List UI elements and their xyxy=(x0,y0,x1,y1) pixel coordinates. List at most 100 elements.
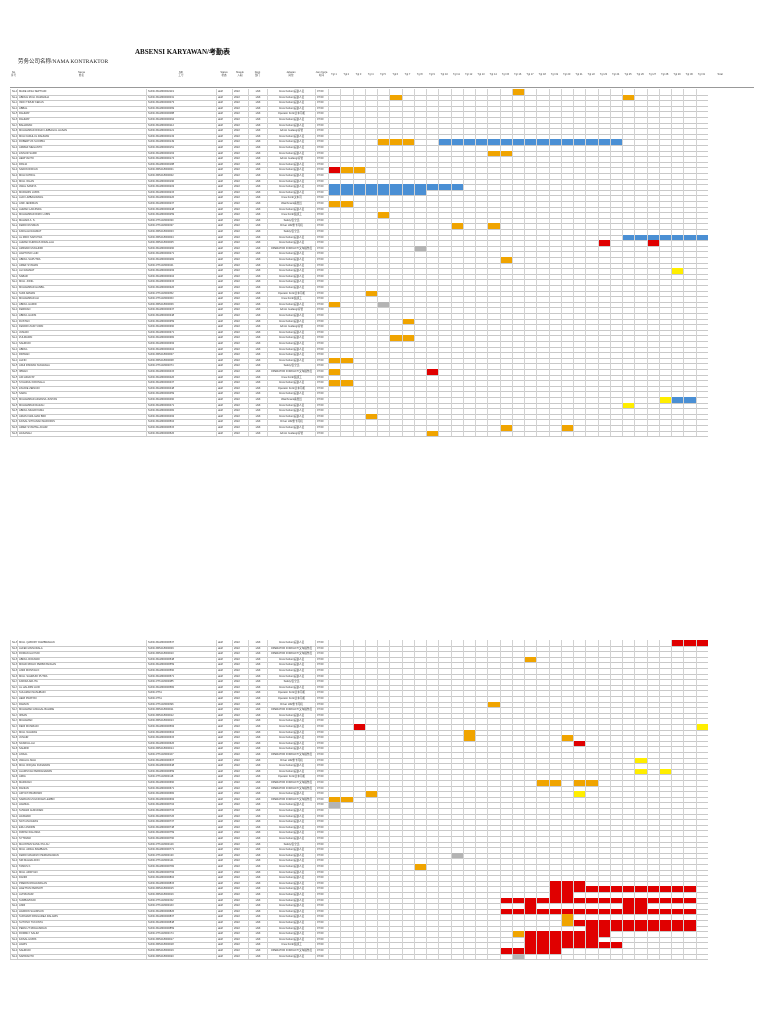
day-cell xyxy=(426,195,439,201)
day-cell xyxy=(683,145,696,151)
day-cell xyxy=(450,201,464,207)
day-cell xyxy=(389,206,402,213)
day-cell xyxy=(352,206,366,213)
day-cell xyxy=(328,122,341,129)
employee-name: ABBAL xyxy=(17,105,146,112)
join-year-cell: 2022 xyxy=(232,150,248,157)
table-header: No 序号 Nama 姓名 NIK 工号 Status 状态 Masuk 入职 Dept … xyxy=(10,69,754,88)
day-cells xyxy=(328,156,708,162)
day-cell xyxy=(340,178,353,185)
header-day: Tgl 28 xyxy=(661,73,669,76)
shift-cell: shift xyxy=(248,117,267,123)
day-cell xyxy=(658,430,672,437)
day-cell xyxy=(389,117,402,123)
day-cell xyxy=(560,122,574,129)
day-cell xyxy=(462,184,476,190)
day-cell-marked xyxy=(511,89,525,95)
row-number: No.5 xyxy=(10,111,17,117)
day-cell xyxy=(413,161,427,168)
position-cell: Crew Kebun/后勤人员 xyxy=(267,105,315,112)
day-cell xyxy=(573,173,586,179)
day-cell xyxy=(609,145,623,151)
work-time-cell: 07:00 xyxy=(315,212,328,218)
day-cell xyxy=(462,133,476,140)
day-cell xyxy=(560,184,574,190)
day-cell xyxy=(475,122,488,129)
day-cell xyxy=(646,150,660,157)
day-cell xyxy=(413,173,427,179)
day-cell xyxy=(683,184,696,190)
day-cell xyxy=(413,206,427,213)
day-cell xyxy=(340,122,353,129)
day-cell xyxy=(646,184,660,190)
day-cell xyxy=(499,430,513,437)
position-cell: Crew Kebun/后勤人员 xyxy=(267,117,315,123)
day-cell xyxy=(585,133,598,140)
day-cell xyxy=(352,150,366,157)
work-time-cell: 07:00 xyxy=(315,184,328,190)
day-cell xyxy=(450,94,464,101)
day-cell xyxy=(658,167,672,173)
day-cell xyxy=(671,161,684,168)
day-cell xyxy=(438,212,451,218)
day-cell xyxy=(499,89,513,95)
day-cell xyxy=(671,89,684,95)
day-cell xyxy=(364,178,378,185)
day-cell xyxy=(683,953,696,960)
day-cell xyxy=(438,122,451,129)
shift-cell: shift xyxy=(248,430,267,437)
day-cell xyxy=(426,117,439,123)
day-cell xyxy=(475,184,488,190)
day-cells xyxy=(328,117,708,123)
header-day: Tgl 4 xyxy=(367,73,374,76)
day-cell xyxy=(450,117,464,123)
day-cell xyxy=(462,178,476,185)
day-cell xyxy=(450,122,464,129)
day-cell xyxy=(401,94,415,101)
shift-cell: shift xyxy=(248,212,267,218)
employee-name: MUHAMMAD RIZKI LUBIS xyxy=(17,212,146,218)
day-cell xyxy=(524,122,537,129)
day-cell-marked xyxy=(401,184,414,190)
day-cell xyxy=(475,953,488,960)
day-cell xyxy=(450,156,464,162)
day-cell xyxy=(622,139,635,145)
work-time-cell: 07:00 xyxy=(315,189,328,196)
day-cell xyxy=(450,100,464,106)
employee-id: SUNC-BA1800000069 xyxy=(146,105,216,112)
day-cell xyxy=(438,195,451,201)
day-cell xyxy=(609,133,623,140)
day-cell xyxy=(634,128,647,134)
day-cell xyxy=(634,430,647,437)
day-cell xyxy=(597,195,611,201)
employee-id: SUNC-BA1800000112 xyxy=(146,122,216,129)
day-cell xyxy=(426,94,439,101)
work-time-cell: 07:00 xyxy=(315,128,328,134)
day-cell xyxy=(462,953,476,960)
day-cell xyxy=(377,145,390,151)
row-number: No.12 xyxy=(10,150,17,157)
day-cell xyxy=(548,184,562,190)
day-cell xyxy=(511,100,525,106)
shift-cell: shift xyxy=(248,105,267,112)
day-cell xyxy=(438,145,451,151)
day-cell xyxy=(511,430,525,437)
position-cell: Crew Kebun/后勤人员 xyxy=(267,100,315,106)
day-cell xyxy=(389,89,402,95)
row-number: No.7 xyxy=(10,122,17,129)
day-cell xyxy=(524,105,537,112)
day-cell xyxy=(548,145,562,151)
row-number: No.3 xyxy=(10,100,17,106)
day-cell-marked xyxy=(340,201,353,207)
day-cell xyxy=(585,195,598,201)
day-cell xyxy=(352,100,366,106)
day-cell xyxy=(401,133,415,140)
day-cell xyxy=(462,128,476,134)
shift-cell: shift xyxy=(248,111,267,117)
day-cell xyxy=(658,201,672,207)
day-cell xyxy=(560,189,574,196)
day-cell xyxy=(646,201,660,207)
header-day: Tgl 23 xyxy=(599,73,608,76)
join-year-cell: 2022 xyxy=(232,201,248,207)
day-cell xyxy=(646,94,660,101)
